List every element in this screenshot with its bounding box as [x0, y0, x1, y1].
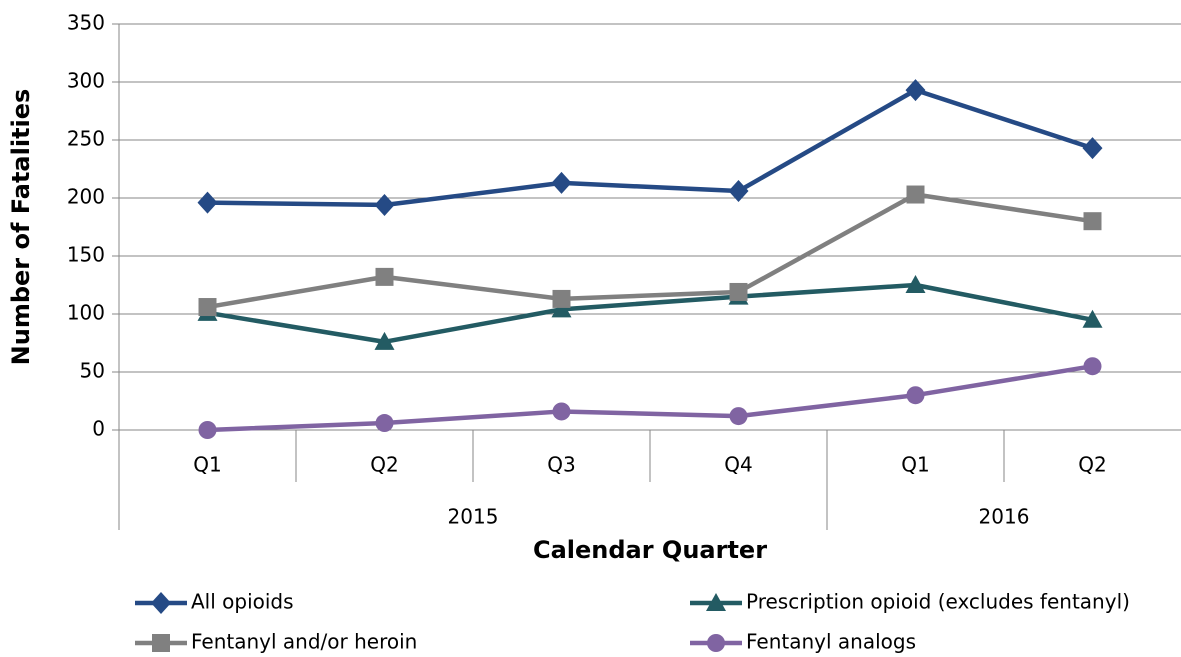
- y-tick-label: 50: [80, 359, 105, 383]
- marker: [906, 386, 925, 405]
- marker: [1082, 137, 1103, 160]
- marker: [374, 331, 395, 350]
- marker: [375, 414, 394, 433]
- marker: [198, 298, 217, 317]
- marker: [1083, 212, 1102, 231]
- marker: [552, 289, 571, 308]
- y-tick-label: 200: [67, 185, 105, 209]
- x-tick-label: Q3: [547, 453, 575, 477]
- series-line: [207, 363, 1093, 433]
- marker: [905, 79, 926, 102]
- marker: [151, 592, 171, 614]
- marker: [728, 180, 749, 203]
- y-tick-label: 100: [67, 301, 105, 325]
- y-tick-label: 250: [67, 127, 105, 151]
- marker: [729, 282, 748, 301]
- marker: [551, 299, 572, 318]
- legend-label: Prescription opioid (excludes fentanyl): [746, 590, 1130, 614]
- y-tick-label: 350: [67, 11, 105, 35]
- group-label: 2016: [979, 505, 1030, 529]
- marker: [197, 191, 218, 214]
- marker: [906, 185, 925, 204]
- marker: [1083, 357, 1102, 376]
- marker: [729, 407, 748, 426]
- marker: [375, 267, 394, 286]
- marker: [706, 593, 726, 611]
- series-line: [207, 282, 1093, 345]
- x-tick-label: Q2: [1078, 453, 1106, 477]
- marker: [905, 275, 926, 293]
- group-label: 2015: [448, 505, 499, 529]
- y-axis-title: Number of Fatalities: [7, 89, 35, 366]
- y-tick-label: 150: [67, 243, 105, 267]
- marker: [1082, 309, 1103, 328]
- x-axis-title: Calendar Quarter: [533, 536, 767, 564]
- y-tick-label: 300: [67, 69, 105, 93]
- series-line: [207, 87, 1094, 208]
- marker: [707, 634, 725, 652]
- marker: [552, 402, 571, 421]
- legend-label: Fentanyl analogs: [746, 630, 916, 654]
- legend-label: All opioids: [191, 590, 294, 614]
- x-tick-label: Q2: [370, 453, 398, 477]
- marker: [374, 193, 395, 216]
- legend-label: Fentanyl and/or heroin: [191, 630, 417, 654]
- x-tick-label: Q1: [193, 453, 221, 477]
- y-tick-label: 0: [92, 417, 105, 441]
- marker: [551, 171, 572, 194]
- x-tick-label: Q1: [901, 453, 929, 477]
- marker: [152, 634, 170, 652]
- marker: [198, 421, 217, 439]
- series-line: [207, 192, 1093, 310]
- x-tick-label: Q4: [724, 453, 752, 477]
